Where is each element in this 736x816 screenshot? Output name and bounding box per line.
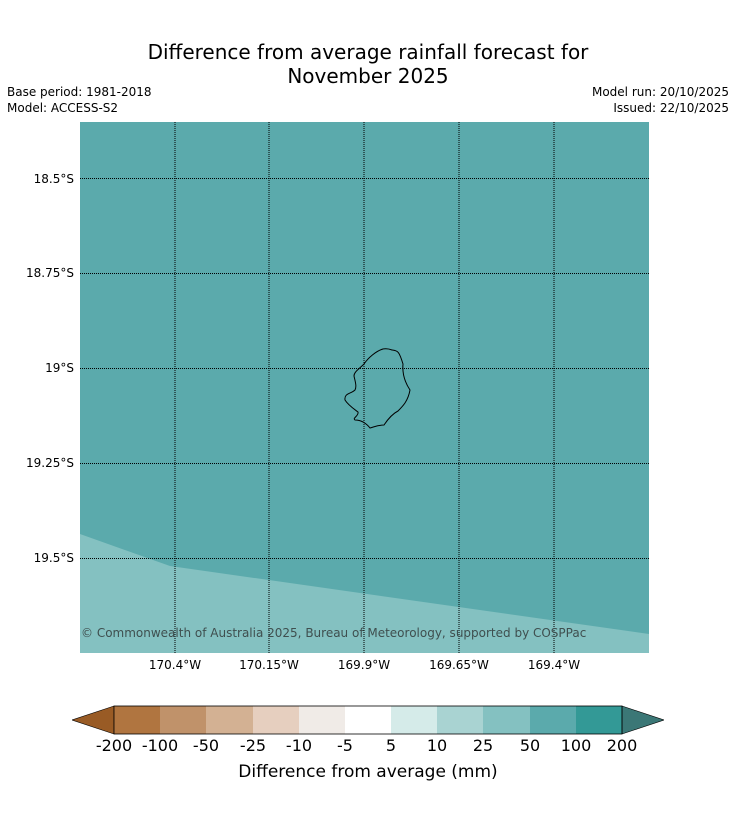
legend-tick-label: -25 — [239, 736, 267, 755]
lat-label: 19°S — [45, 361, 74, 375]
legend-tick-label: 5 — [385, 736, 397, 755]
colorbar-extend-high — [621, 705, 664, 735]
colorbar-bin — [576, 706, 622, 734]
niue-island-outline — [344, 348, 411, 429]
colorbar-bin — [114, 706, 160, 734]
legend-tick-label: -5 — [337, 736, 353, 755]
legend-tick-label: 50 — [519, 736, 541, 755]
legend-tick-label: 100 — [560, 736, 592, 755]
colorbar-bin — [530, 706, 576, 734]
meta-left: Base period: 1981-2018 Model: ACCESS-S2 — [7, 84, 152, 116]
legend-title: Difference from average (mm) — [238, 762, 498, 782]
lon-label: 169.9°W — [337, 658, 391, 672]
chart-title-line-1: Difference from average rainfall forecas… — [147, 40, 589, 64]
graticule — [80, 122, 649, 653]
colorbar-outline — [113, 705, 623, 735]
issued-text: Issued: 22/10/2025 — [613, 101, 729, 115]
colorbar-extend-low — [72, 705, 115, 735]
lon-label: 170.4°W — [148, 658, 202, 672]
colorbar-bin — [206, 706, 253, 734]
model-run-text: Model run: 20/10/2025 — [591, 85, 729, 99]
colorbar-bin — [299, 706, 345, 734]
meta-right: Model run: 20/10/2025 Issued: 22/10/2025 — [592, 84, 729, 116]
lat-label: 19.25°S — [26, 456, 74, 470]
colorbar-bin — [345, 706, 391, 734]
lat-label: 18.75°S — [26, 266, 74, 280]
colorbar-bin — [483, 706, 530, 734]
legend-tick-label: -100 — [141, 736, 179, 755]
lon-label: 169.4°W — [527, 658, 581, 672]
rainfall-map: © Commonwealth of Australia 2025, Bureau… — [80, 122, 649, 653]
lower-anomaly-region — [80, 534, 649, 653]
copyright-text: © Commonwealth of Australia 2025, Bureau… — [81, 626, 586, 640]
colorbar-bin — [437, 706, 483, 734]
chart-title-line-2: November 2025 — [287, 64, 449, 88]
legend-tick-label: 10 — [426, 736, 448, 755]
lat-label: 18.5°S — [33, 172, 74, 186]
colorbar-bin — [391, 706, 437, 734]
legend-tick-label: 200 — [606, 736, 638, 755]
legend-tick-label: -10 — [285, 736, 313, 755]
legend-tick-label: 25 — [472, 736, 494, 755]
legend-tick-label: -200 — [95, 736, 133, 755]
base-period-text: Base period: 1981-2018 — [7, 85, 152, 99]
colorbar-bin — [160, 706, 206, 734]
colorbar — [72, 705, 664, 735]
model-text: Model: ACCESS-S2 — [7, 101, 119, 115]
legend-tick-label: -50 — [192, 736, 220, 755]
lon-label: 169.65°W — [429, 658, 489, 672]
lat-label: 19.5°S — [33, 551, 74, 565]
colorbar-bin — [253, 706, 299, 734]
lon-label: 170.15°W — [239, 658, 299, 672]
